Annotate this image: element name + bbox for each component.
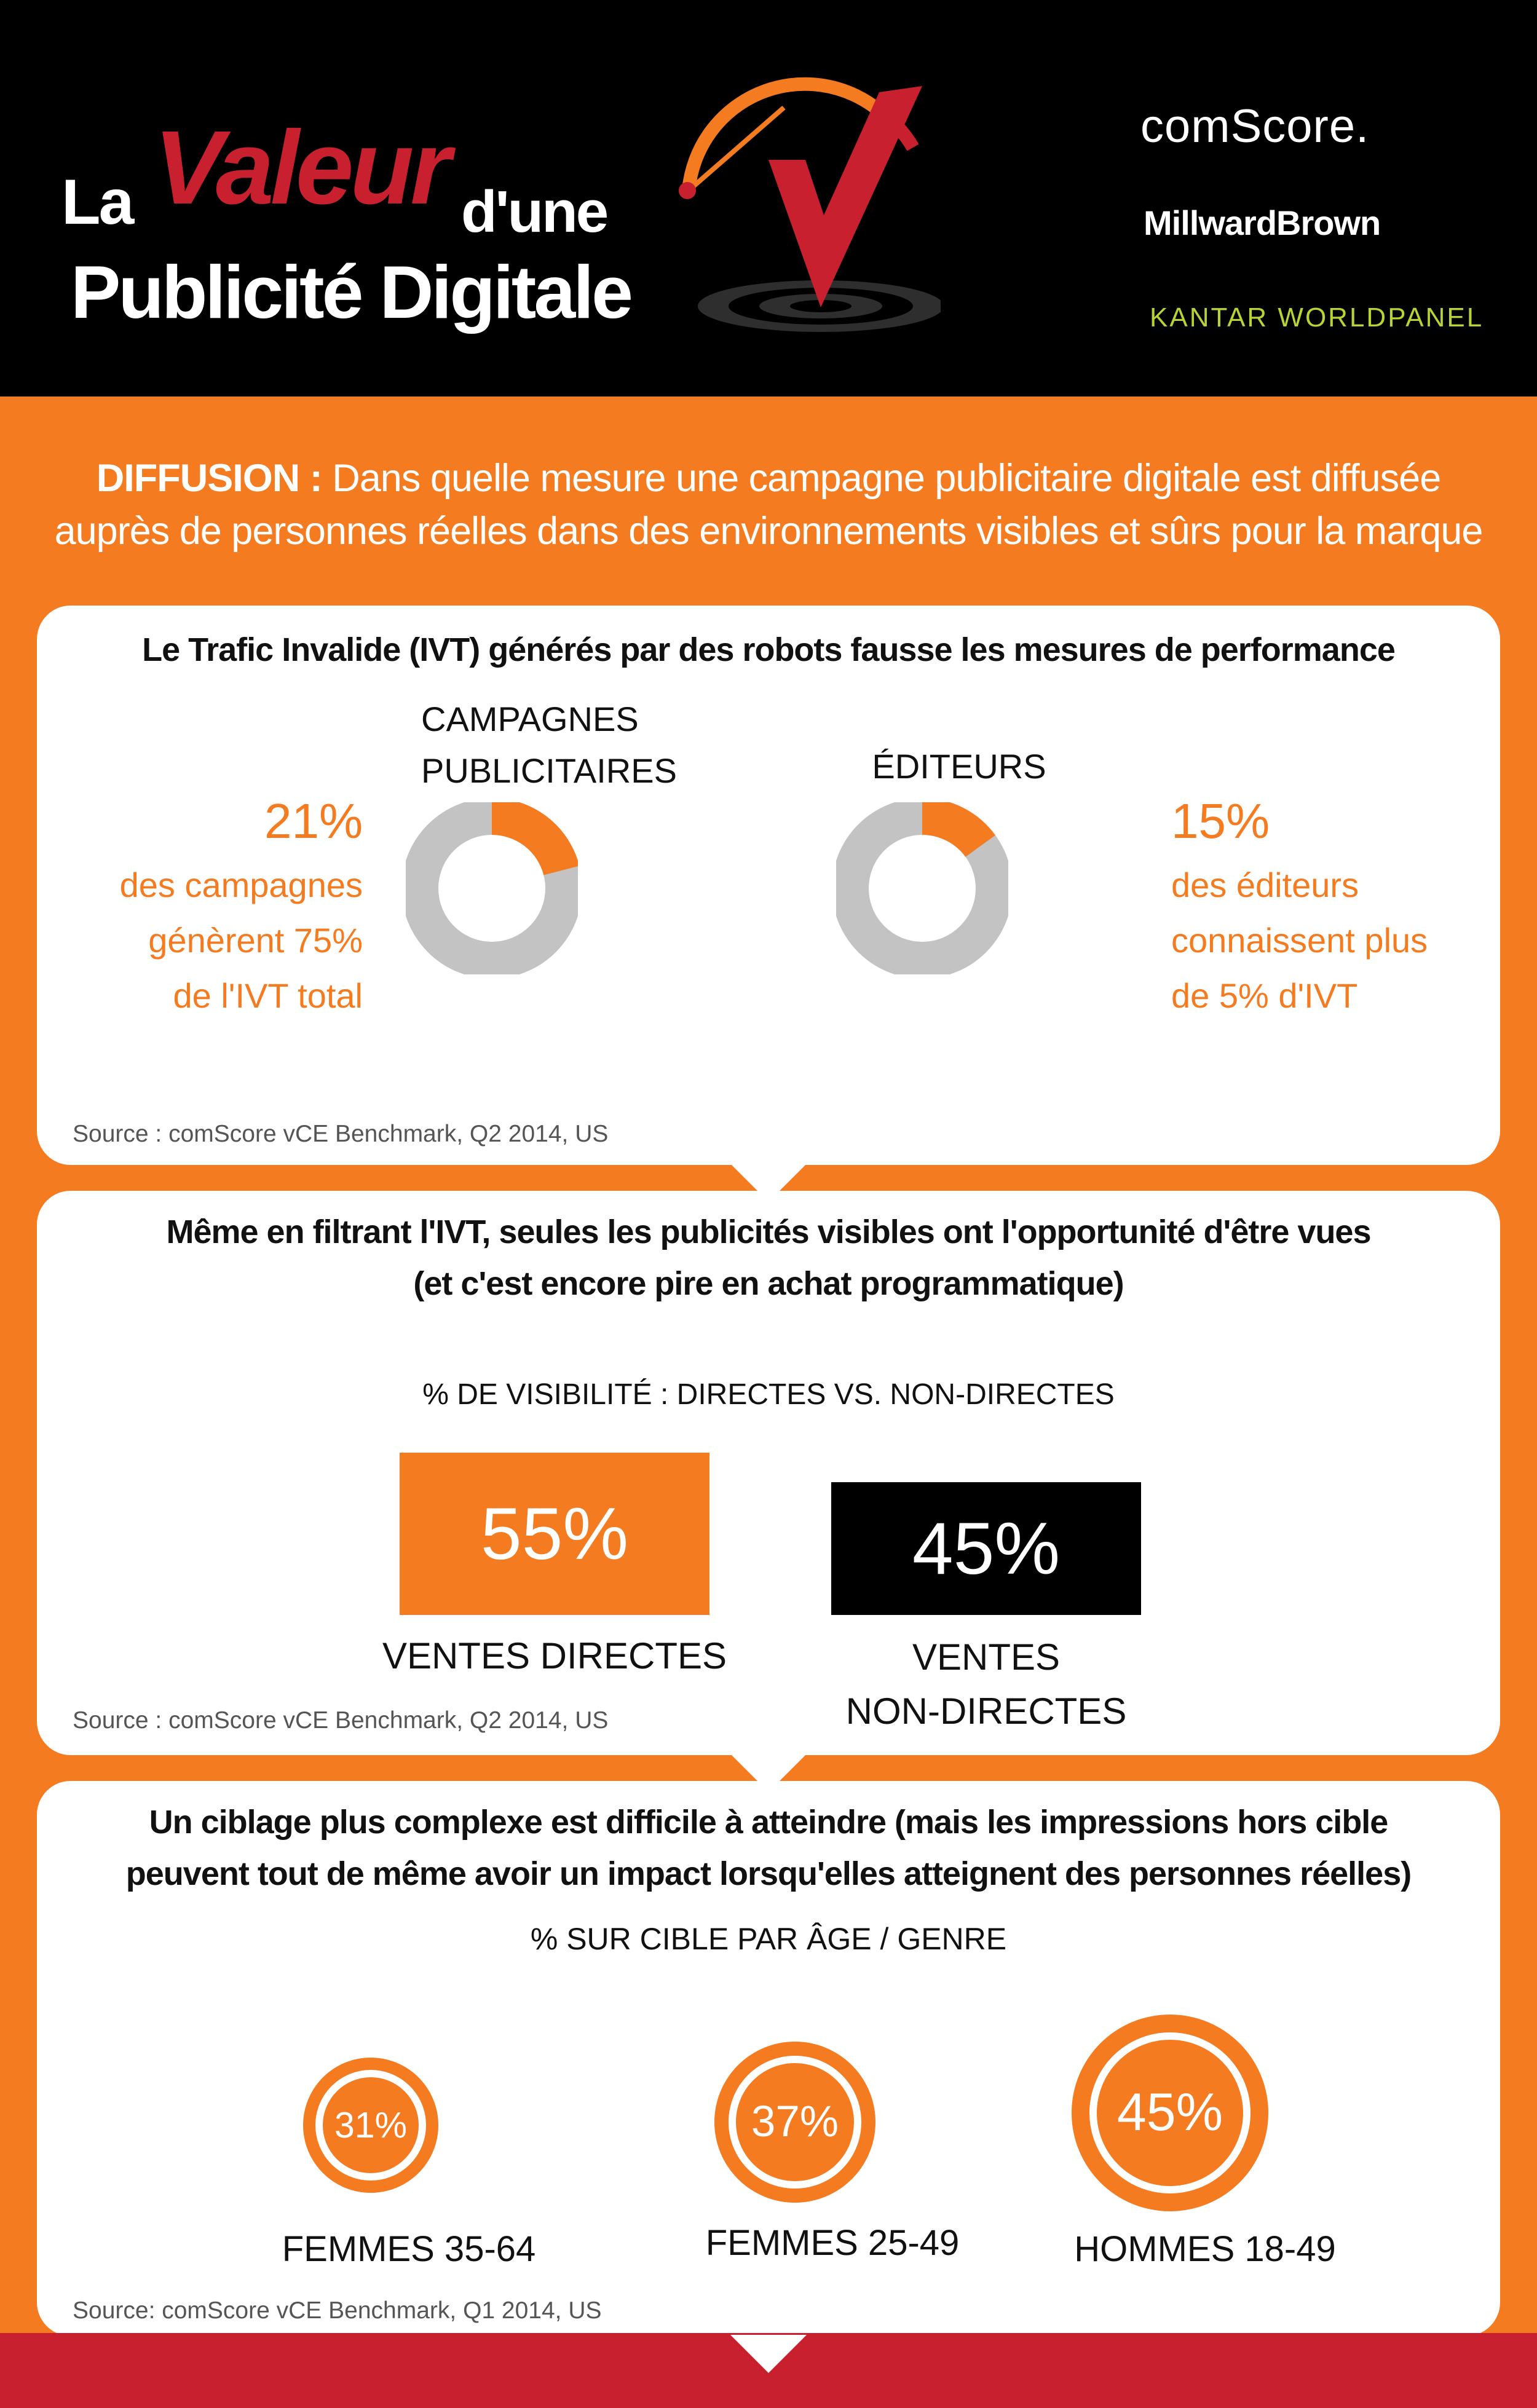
kantar-logo: KANTAR WORLDPANEL bbox=[1150, 302, 1484, 333]
targeting-title: Un ciblage plus complexe est difficile à… bbox=[37, 1796, 1500, 1900]
caption-line: de 5% d'IVT bbox=[1171, 976, 1358, 1015]
title-line2: Publicité Digitale bbox=[71, 250, 633, 334]
campaigns-value: 21% bbox=[264, 794, 363, 848]
target-label-men-18-49: HOMMES 18-49 bbox=[1074, 2229, 1336, 2269]
comscore-logo: comScore. bbox=[1140, 100, 1370, 152]
targeting-title-line2: peuvent tout de même avoir un impact lor… bbox=[125, 1855, 1412, 1892]
ivt-title: Le Trafic Invalide (IVT) générés par des… bbox=[142, 631, 1396, 668]
target-circle-men-18-49: 45% bbox=[1072, 2015, 1268, 2211]
label-line: NON-DIRECTES bbox=[845, 1691, 1127, 1732]
target-label-women-35-64: FEMMES 35-64 bbox=[282, 2229, 536, 2269]
visibility-title: Même en filtrant l'IVT, seules les publi… bbox=[37, 1206, 1500, 1309]
donut-chart-campaigns bbox=[406, 802, 578, 974]
intro-body: Dans quelle mesure une campagne publicit… bbox=[54, 457, 1484, 553]
target-circle-women-25-49: 37% bbox=[714, 2041, 876, 2203]
intro-text: DIFFUSION : Dans quelle mesure une campa… bbox=[37, 452, 1500, 558]
donut-chart-publishers bbox=[836, 802, 1008, 974]
visibility-title-line1: Même en filtrant l'IVT, seules les publi… bbox=[166, 1214, 1371, 1250]
label-line: VENTES bbox=[912, 1636, 1061, 1678]
header: La Valeur d'une Publicité Digitale comSc… bbox=[0, 0, 1537, 397]
title-dune: d'une bbox=[461, 179, 609, 245]
visibility-card: Même en filtrant l'IVT, seules les publi… bbox=[37, 1191, 1500, 1755]
target-value: 31% bbox=[334, 2104, 408, 2145]
ivt-source: Source : comScore vCE Benchmark, Q2 2014… bbox=[73, 1121, 609, 1147]
targeting-source: Source: comScore vCE Benchmark, Q1 2014,… bbox=[73, 2297, 602, 2324]
targeting-subtitle: % SUR CIBLE PAR ÂGE / GENRE bbox=[530, 1922, 1007, 1956]
ivt-card: Le Trafic Invalide (IVT) générés par des… bbox=[37, 606, 1500, 1165]
caption-line: génèrent 75% bbox=[148, 921, 363, 960]
title-valeur: Valeur bbox=[154, 109, 451, 226]
target-inner-ring: 45% bbox=[1089, 2032, 1251, 2193]
bar-direct-label: VENTES DIRECTES bbox=[382, 1635, 727, 1676]
bar-non-direct: 45% bbox=[831, 1482, 1141, 1615]
caption-line: connaissent plus bbox=[1171, 921, 1428, 960]
millwardbrown-logo: MillwardBrown bbox=[1144, 203, 1381, 242]
card-pointer bbox=[730, 2335, 807, 2373]
donut-label-publishers: ÉDITEURS bbox=[872, 747, 1046, 786]
intro-label: DIFFUSION : bbox=[96, 457, 323, 500]
caption-line: de l'IVT total bbox=[173, 976, 363, 1015]
bar-direct-value: 55% bbox=[480, 1493, 629, 1575]
speedometer-target-emblem bbox=[679, 77, 941, 332]
donut-slice-campaigns bbox=[406, 802, 578, 974]
target-label-women-25-49: FEMMES 25-49 bbox=[705, 2223, 960, 2263]
visibility-subtitle: % DE VISIBILITÉ : DIRECTES VS. NON-DIREC… bbox=[422, 1378, 1115, 1411]
target-inner-ring: 31% bbox=[315, 2069, 427, 2181]
visibility-source: Source : comScore vCE Benchmark, Q2 2014… bbox=[73, 1707, 609, 1734]
donut-slice-publishers bbox=[836, 802, 1008, 974]
bar-non-direct-label: VENTES NON-DIRECTES bbox=[800, 1630, 1172, 1739]
caption-line: des éditeurs bbox=[1171, 866, 1359, 904]
campaigns-caption: des campagnes génèrent 75% de l'IVT tota… bbox=[117, 858, 363, 1024]
bar-non-direct-value: 45% bbox=[912, 1507, 1061, 1590]
publishers-caption: des éditeurs connaissent plus de 5% d'IV… bbox=[1171, 858, 1429, 1024]
target-inner-ring: 37% bbox=[729, 2056, 861, 2189]
target-circle-women-35-64: 31% bbox=[302, 2057, 439, 2193]
publishers-value: 15% bbox=[1171, 794, 1270, 848]
visibility-title-line2: (et c'est encore pire en achat programma… bbox=[413, 1265, 1124, 1302]
targeting-card: Un ciblage plus complexe est difficile à… bbox=[37, 1781, 1500, 2336]
bar-direct: 55% bbox=[400, 1453, 709, 1615]
target-value: 37% bbox=[751, 2098, 839, 2147]
caption-line: des campagnes bbox=[119, 866, 363, 904]
targeting-title-line1: Un ciblage plus complexe est difficile à… bbox=[149, 1804, 1389, 1841]
donut-label-campaigns: CAMPAGNES PUBLICITAIRES bbox=[421, 700, 677, 790]
target-value: 45% bbox=[1116, 2083, 1223, 2142]
title-la: La bbox=[61, 167, 134, 238]
